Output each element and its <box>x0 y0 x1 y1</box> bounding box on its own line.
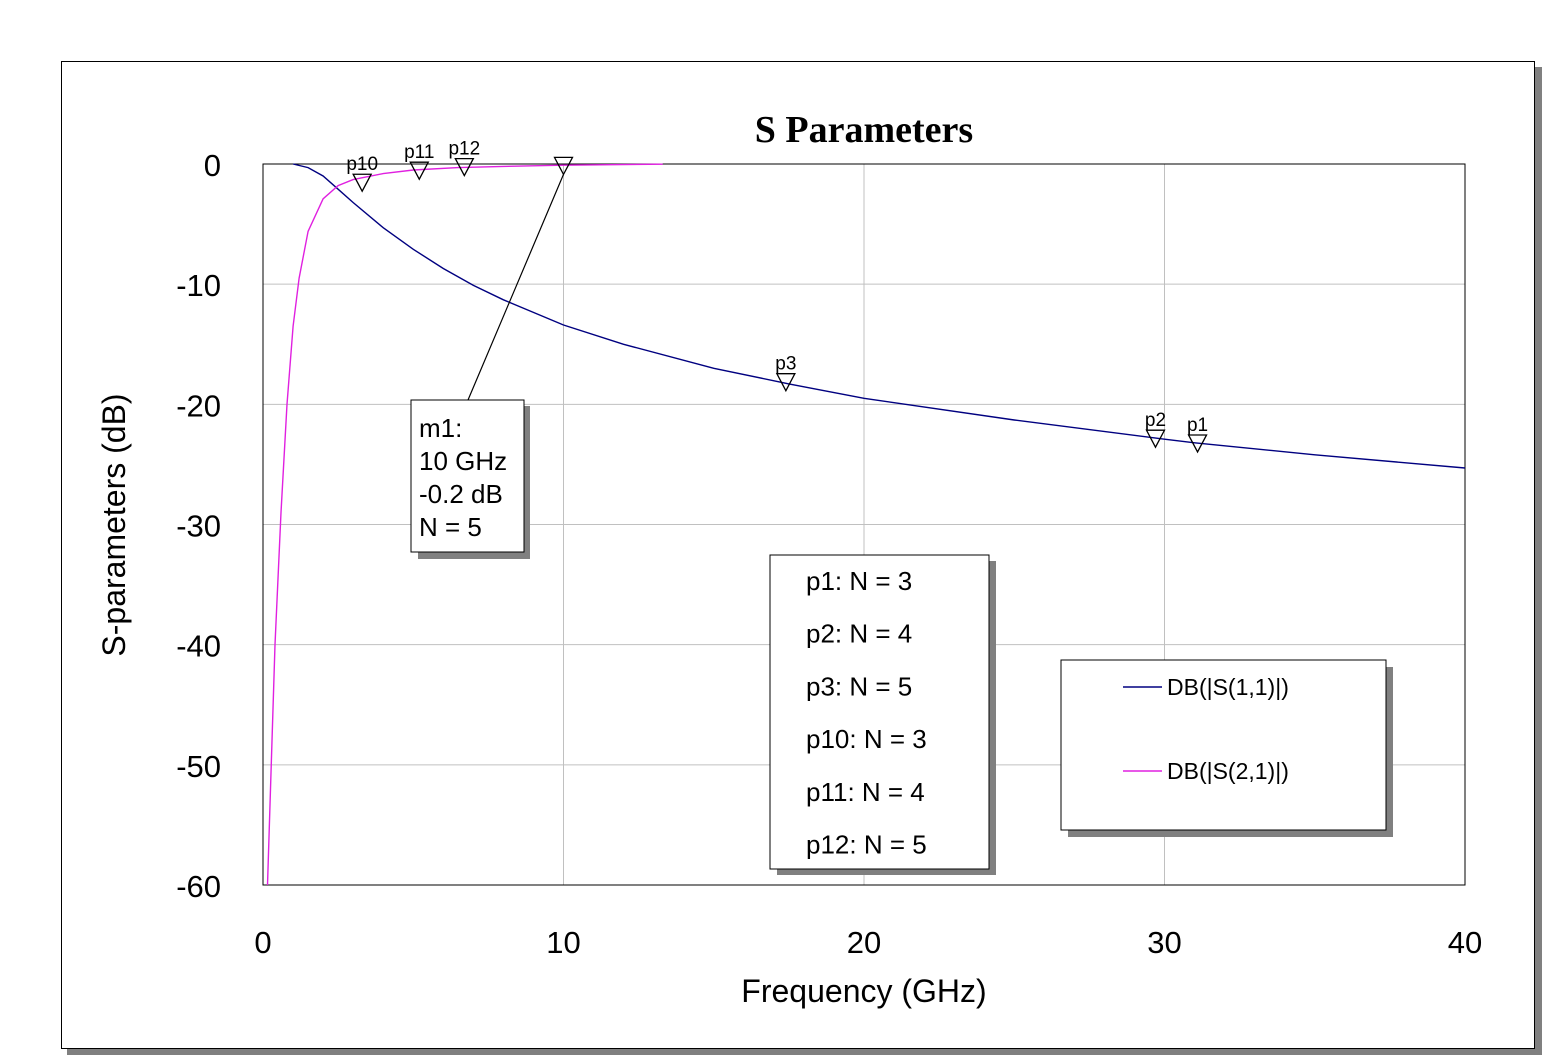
y-tick-label: -20 <box>176 388 221 423</box>
info-box-line: p12: N = 5 <box>806 830 927 860</box>
marker-info-box: p1: N = 3 p2: N = 4 p3: N = 5 p10: N = 3 p11… <box>769 554 996 875</box>
marker-triangle <box>454 157 475 177</box>
legend-entry: DB(|S(1,1)|) <box>1167 674 1289 700</box>
marker-triangle <box>553 156 574 176</box>
x-tick-label: 20 <box>847 925 881 960</box>
x-axis-ticks: 0 10 20 30 40 <box>254 925 1482 960</box>
x-tick-label: 40 <box>1448 925 1482 960</box>
y-tick-label: -50 <box>176 749 221 784</box>
marker-triangle <box>1145 429 1166 449</box>
marker-p12: p12 <box>448 139 480 177</box>
marker-triangle <box>352 173 373 193</box>
y-tick-label: -60 <box>176 869 221 904</box>
y-axis-ticks: 0 -10 -20 -30 -40 -50 -60 <box>176 148 221 904</box>
marker-p3: p3 <box>775 354 796 393</box>
marker-layer: p1 p2 p3 p10 p11 p12 <box>346 139 1208 454</box>
x-tick-label: 0 <box>254 925 271 960</box>
info-box-line: p1: N = 3 <box>806 566 912 596</box>
info-box-bg <box>769 554 990 870</box>
marker-triangle <box>775 373 796 393</box>
x-tick-label: 30 <box>1147 925 1181 960</box>
x-axis-label: Frequency (GHz) <box>741 973 986 1009</box>
marker-m1 <box>553 156 574 176</box>
marker-triangle <box>1187 434 1208 454</box>
m1-box-line: -0.2 dB <box>419 479 503 509</box>
y-tick-label: 0 <box>204 148 221 183</box>
x-tick-label: 10 <box>546 925 580 960</box>
marker-label: p3 <box>775 354 796 375</box>
m1-box-line: 10 GHz <box>419 446 507 476</box>
m1-box-bg <box>410 399 525 553</box>
m1-box-line: m1: <box>419 413 462 443</box>
m1-annotation-box: m1:10 GHz-0.2 dBN = 5 <box>410 174 565 559</box>
info-box-line: p11: N = 4 <box>806 777 925 807</box>
marker-p1: p1 <box>1187 415 1208 454</box>
m1-leader-line <box>467 174 565 401</box>
plot-area <box>262 163 1466 886</box>
marker-p2: p2 <box>1145 410 1166 449</box>
chart-title: S Parameters <box>755 109 973 151</box>
legend: DB(|S(1,1)|) DB(|S(2,1)|) <box>1060 659 1393 837</box>
marker-label: p11 <box>404 142 434 163</box>
y-axis-label: S-parameters (dB) <box>96 393 132 656</box>
marker-p11: p11 <box>404 142 434 181</box>
legend-entry: DB(|S(2,1)|) <box>1167 758 1289 784</box>
marker-triangle <box>409 161 430 181</box>
info-box-line: p2: N = 4 <box>806 619 912 649</box>
marker-label: p10 <box>346 154 378 175</box>
info-box-line: p10: N = 3 <box>806 724 927 754</box>
info-box-line: p3: N = 5 <box>806 671 912 701</box>
series-layer <box>266 163 1466 886</box>
y-tick-label: -40 <box>176 629 221 664</box>
y-tick-label: -30 <box>176 509 221 544</box>
marker-p10: p10 <box>346 154 378 193</box>
m1-box-line: N = 5 <box>419 512 482 542</box>
legend-bg <box>1060 659 1387 831</box>
marker-label: p12 <box>448 139 480 160</box>
marker-label: p1 <box>1187 415 1208 436</box>
series-line-2 <box>266 163 663 886</box>
series-line-1 <box>292 163 1466 469</box>
marker-label: p2 <box>1145 410 1166 431</box>
y-tick-label: -10 <box>176 268 221 303</box>
